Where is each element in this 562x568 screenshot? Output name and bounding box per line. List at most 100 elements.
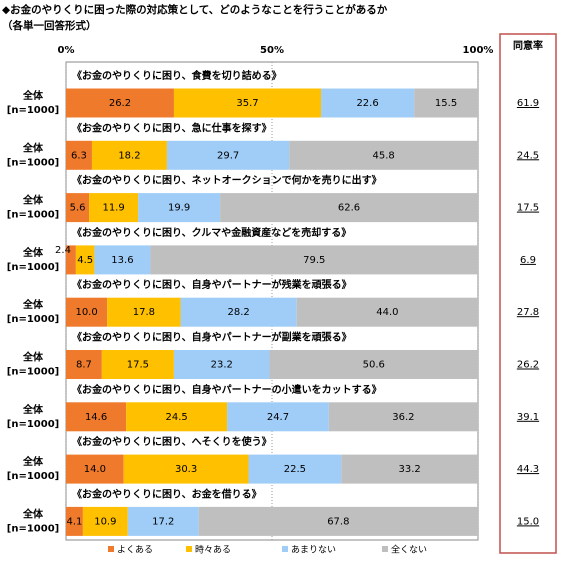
category-label: 全体 <box>22 351 44 364</box>
bar-segment <box>138 193 221 223</box>
category-label: 全体 <box>22 89 44 102</box>
bar-segment <box>66 88 174 118</box>
bar-segment <box>66 506 83 536</box>
sample-label: [n=1000] <box>7 419 59 430</box>
bar-segment <box>227 402 329 432</box>
question: 《お金のやりくりに困り、急に仕事を探す》 <box>72 121 272 134</box>
bar-segment <box>66 402 127 432</box>
value-label: 18.2 <box>118 150 140 161</box>
value-label: 23.2 <box>211 360 233 371</box>
bar-segment <box>198 506 478 536</box>
legend-label: あまりない <box>291 545 336 556</box>
value-label: 67.8 <box>327 516 349 527</box>
value-label: 6.3 <box>71 150 87 161</box>
agree-value: 24.5 <box>517 150 539 161</box>
chart-subtitle: （各単一回答形式） <box>2 19 97 32</box>
bar-segment <box>414 88 478 118</box>
category-label: 全体 <box>22 455 44 468</box>
bar-segment <box>107 297 181 327</box>
bar-segment <box>220 193 478 223</box>
value-label: 17.8 <box>133 307 155 318</box>
bar-segment <box>101 350 174 379</box>
value-label: 33.2 <box>398 464 420 475</box>
agree-header: 同意率 <box>513 39 543 52</box>
category-label: 全体 <box>22 141 44 154</box>
bar-segment <box>127 506 199 536</box>
legend-swatch <box>108 546 114 552</box>
agree-value: 39.1 <box>517 412 539 423</box>
bar-segment <box>94 245 151 275</box>
value-label: 24.5 <box>165 412 187 423</box>
category-label: 全体 <box>22 403 44 416</box>
bar-segment <box>66 140 92 170</box>
agree-value: 17.5 <box>517 203 539 214</box>
question: 《お金のやりくりに困り、食費を切り詰める》 <box>72 69 282 82</box>
sample-label: [n=1000] <box>7 262 59 273</box>
value-label: 35.7 <box>236 98 258 109</box>
value-label: 4.5 <box>77 255 93 266</box>
bar-segment <box>89 193 139 223</box>
bar-segment <box>123 454 249 484</box>
category-label: 全体 <box>22 507 44 520</box>
category-label: 全体 <box>22 246 44 259</box>
question: 《お金のやりくりに困り、ネットオークションで何かを売りに出す》 <box>72 174 382 187</box>
legend-swatch <box>382 546 388 552</box>
bar-segment <box>66 350 102 379</box>
agree-value: 15.0 <box>517 516 539 527</box>
value-label: 30.3 <box>175 464 197 475</box>
value-label: 44.0 <box>376 307 398 318</box>
value-label: 14.0 <box>84 464 106 475</box>
value-label: 8.7 <box>76 360 92 371</box>
category-label: 全体 <box>22 298 44 311</box>
value-label: 2.4 <box>55 245 71 256</box>
value-label: 13.6 <box>111 255 133 266</box>
bar-segment <box>82 506 128 536</box>
sample-label: [n=1000] <box>7 105 59 116</box>
value-label: 22.6 <box>356 98 378 109</box>
bar-segment <box>66 454 124 484</box>
value-label: 28.2 <box>227 307 249 318</box>
category-label: 全体 <box>22 194 44 207</box>
agree-value: 6.9 <box>520 255 536 266</box>
value-label: 36.2 <box>392 412 414 423</box>
value-label: 79.5 <box>303 255 325 266</box>
bar-segment <box>269 350 478 379</box>
sample-label: [n=1000] <box>7 523 59 534</box>
bar-segment <box>173 88 322 118</box>
agree-value: 44.3 <box>517 464 539 475</box>
bar-segment <box>75 245 95 275</box>
value-label: 15.5 <box>435 98 457 109</box>
legend-label: よくある <box>117 545 153 556</box>
value-label: 11.9 <box>102 203 124 214</box>
bar-segment <box>341 454 478 484</box>
value-label: 19.9 <box>168 203 190 214</box>
value-label: 5.6 <box>70 203 86 214</box>
bar-segment <box>91 140 167 170</box>
x-tick-label: 50% <box>260 45 284 56</box>
question: 《お金のやりくりに困り、自身やパートナーが副業を頑張る》 <box>72 331 352 344</box>
bar-segment <box>180 297 297 327</box>
agree-value: 26.2 <box>517 360 539 371</box>
value-label: 22.5 <box>284 464 306 475</box>
value-label: 62.6 <box>338 203 360 214</box>
value-label: 45.8 <box>373 150 395 161</box>
question: 《お金のやりくりに困り、自身やパートナーが残業を頑張る》 <box>72 278 352 291</box>
question: 《お金のやりくりに困り、お金を借りる》 <box>72 487 262 500</box>
bar-segment <box>166 140 290 170</box>
agree-value: 61.9 <box>517 98 539 109</box>
bar-segment <box>248 454 342 484</box>
chart-title: ◆お金のやりくりに困った際の対応策として、どのようなことを行うことがあるか <box>2 3 388 16</box>
bar-segment <box>126 402 228 432</box>
value-label: 10.9 <box>94 516 116 527</box>
value-label: 50.6 <box>363 360 385 371</box>
value-label: 26.2 <box>109 98 131 109</box>
legend-swatch <box>186 546 192 552</box>
sample-label: [n=1000] <box>7 367 59 378</box>
x-tick-label: 0% <box>58 45 75 56</box>
question: 《お金のやりくりに困り、クルマや金融資産などを売却する》 <box>72 226 351 239</box>
sample-label: [n=1000] <box>7 471 59 482</box>
value-label: 17.5 <box>127 360 149 371</box>
bar-segment <box>66 297 108 327</box>
value-label: 10.0 <box>75 307 97 318</box>
question: 《お金のやりくりに困り、へそくりを使う》 <box>72 435 272 448</box>
